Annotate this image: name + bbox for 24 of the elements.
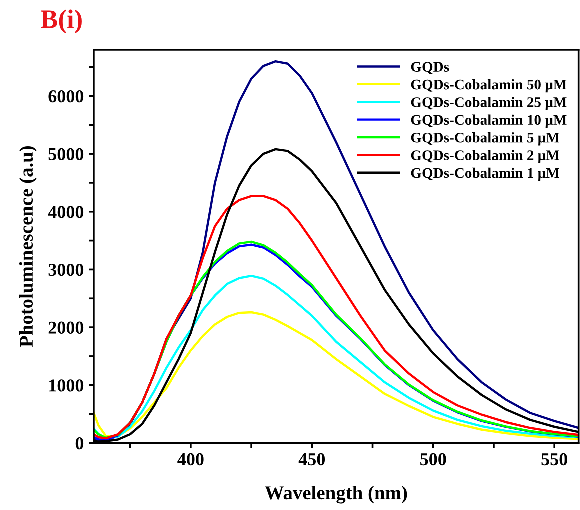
y-tick-label: 2000 — [48, 322, 84, 334]
x-tick-label: 500 — [420, 453, 446, 466]
y-tick-label: 1000 — [50, 380, 84, 392]
x-tick-label: 550 — [542, 453, 568, 466]
y-axis-title: Photoluminescence (a.u) — [19, 146, 38, 348]
legend-label: GQDs-Cobalamin 5 μM — [411, 132, 560, 146]
legend-label: GQDs-Cobalamin 10 μM — [411, 114, 567, 128]
chart-title: B(i) — [41, 10, 82, 34]
y-tick-label: 0 — [76, 437, 84, 450]
legend-label: GQDs-Cobalamin 25 μM — [411, 97, 567, 110]
legend-label: GQDs-Cobalamin 1 μM — [411, 168, 560, 182]
legend-label: GQDs-Cobalamin 2 μM — [411, 150, 560, 164]
x-axis-title: Wavelength (nm) — [265, 486, 408, 504]
line-series — [94, 274, 579, 440]
legend-label: GQDs-Cobalamin 50 μM — [411, 79, 567, 93]
x-tick-label: 450 — [298, 453, 326, 466]
y-tick-label: 5000 — [48, 148, 84, 161]
legend-label: GQDs — [411, 62, 450, 74]
y-tick-label: 4000 — [48, 206, 84, 218]
line-series — [94, 195, 579, 440]
x-tick-label: 400 — [178, 453, 204, 466]
y-tick-label: 3000 — [48, 264, 84, 276]
y-tick-label: 6000 — [48, 90, 84, 103]
line-series — [94, 311, 579, 440]
